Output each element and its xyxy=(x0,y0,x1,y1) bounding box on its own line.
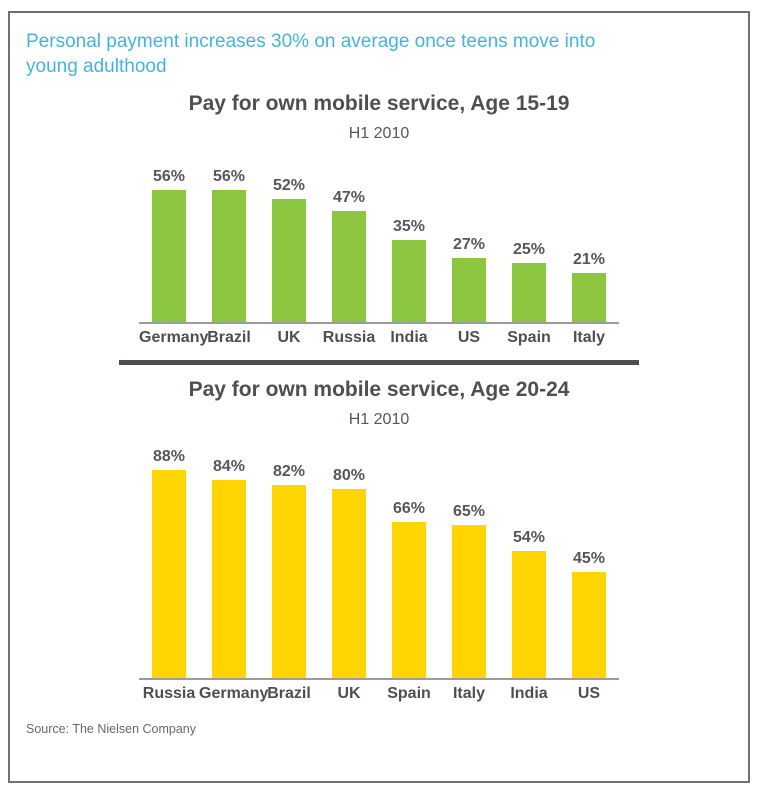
bar xyxy=(392,522,426,679)
bar-column: 84% xyxy=(199,457,259,679)
x-axis-label: US xyxy=(457,329,481,347)
bar-column: 25% xyxy=(499,241,559,323)
chart-subtitle: H1 2010 xyxy=(348,125,410,143)
bar-column: 82% xyxy=(259,463,319,679)
bar xyxy=(512,263,546,323)
x-axis-label: Italy xyxy=(572,329,605,347)
bar-value-label: 54% xyxy=(512,528,546,546)
bar xyxy=(572,571,606,679)
bar-column: 27% xyxy=(439,236,499,323)
bar-column: 35% xyxy=(379,218,439,323)
bar xyxy=(392,239,426,323)
bar-value-label: 56% xyxy=(212,168,246,185)
bar xyxy=(332,211,366,323)
bar-value-label: 35% xyxy=(392,217,426,235)
chart-age-20-24: Pay for own mobile service, Age 20-24 H1… xyxy=(10,378,748,703)
x-axis-label: Spain xyxy=(387,685,431,703)
x-axis-labels: Russia Germany Brazil UK Spain Italy India US xyxy=(10,685,748,703)
chart-subtitle: H1 2010 xyxy=(348,411,410,429)
bar-value-label: 65% xyxy=(452,502,486,520)
bar-value-label: 25% xyxy=(512,241,546,259)
bar xyxy=(572,272,606,323)
bar-column: 45% xyxy=(559,549,619,679)
bar-value-label: 56% xyxy=(152,168,186,185)
bar xyxy=(152,190,186,323)
x-axis-label: Germany xyxy=(139,329,209,347)
x-axis-label: Italy xyxy=(452,685,485,703)
bar-value-label: 82% xyxy=(272,462,306,480)
x-axis-label: India xyxy=(390,329,428,347)
bar xyxy=(272,484,306,679)
x-axis-label: Brazil xyxy=(267,685,311,703)
report-frame: Personal payment increases 30% on averag… xyxy=(8,11,750,783)
x-axis-label: UK xyxy=(277,329,301,347)
x-axis-line xyxy=(139,322,619,325)
bar-plot: 56% 56% 52% 47% 35% 27% 25% 21% xyxy=(10,162,748,323)
bar xyxy=(512,550,546,679)
bar-column: 52% xyxy=(259,177,319,323)
bar xyxy=(212,479,246,679)
bar xyxy=(452,524,486,679)
bar-column: 21% xyxy=(559,251,619,323)
bar-column: 65% xyxy=(439,502,499,679)
x-axis-label: Spain xyxy=(507,329,551,347)
bar-value-label: 45% xyxy=(572,549,606,567)
bar xyxy=(332,489,366,679)
report-headline: Personal payment increases 30% on averag… xyxy=(26,31,596,78)
bar xyxy=(272,199,306,323)
bar-column: 80% xyxy=(319,467,379,679)
x-axis-label: India xyxy=(510,685,548,703)
bar-value-label: 80% xyxy=(332,467,366,485)
bar-value-label: 27% xyxy=(452,236,486,254)
bar-column: 88% xyxy=(139,448,199,679)
x-axis-line xyxy=(139,678,619,681)
section-divider xyxy=(119,360,639,366)
bar-column: 66% xyxy=(379,500,439,679)
bar xyxy=(452,258,486,323)
bar xyxy=(212,190,246,323)
x-axis-label: Russia xyxy=(142,685,196,703)
bar-value-label: 52% xyxy=(272,177,306,195)
bar-column: 56% xyxy=(139,168,199,323)
bar-value-label: 84% xyxy=(212,457,246,475)
source-text: Source: The Nielsen Company xyxy=(26,722,196,737)
x-axis-label: US xyxy=(577,685,601,703)
bar-value-label: 88% xyxy=(152,448,186,466)
x-axis-label: Germany xyxy=(199,685,269,703)
bar-plot: 88% 84% 82% 80% 66% 65% 54% 45% xyxy=(10,445,748,679)
chart-title: Pay for own mobile service, Age 20-24 xyxy=(188,378,570,402)
x-axis-label: Russia xyxy=(322,329,376,347)
bar-column: 47% xyxy=(319,189,379,323)
bar-column: 56% xyxy=(199,168,259,323)
bar-value-label: 66% xyxy=(392,500,426,518)
chart-age-15-19: Pay for own mobile service, Age 15-19 H1… xyxy=(10,92,748,347)
bar xyxy=(152,470,186,679)
x-axis-labels: Germany Brazil UK Russia India US Spain Italy xyxy=(10,329,748,347)
bar-value-label: 47% xyxy=(332,189,366,207)
chart-title: Pay for own mobile service, Age 15-19 xyxy=(188,92,570,116)
x-axis-label: Brazil xyxy=(207,329,251,347)
bar-column: 54% xyxy=(499,528,559,679)
bar-value-label: 21% xyxy=(572,250,606,268)
x-axis-label: UK xyxy=(337,685,361,703)
